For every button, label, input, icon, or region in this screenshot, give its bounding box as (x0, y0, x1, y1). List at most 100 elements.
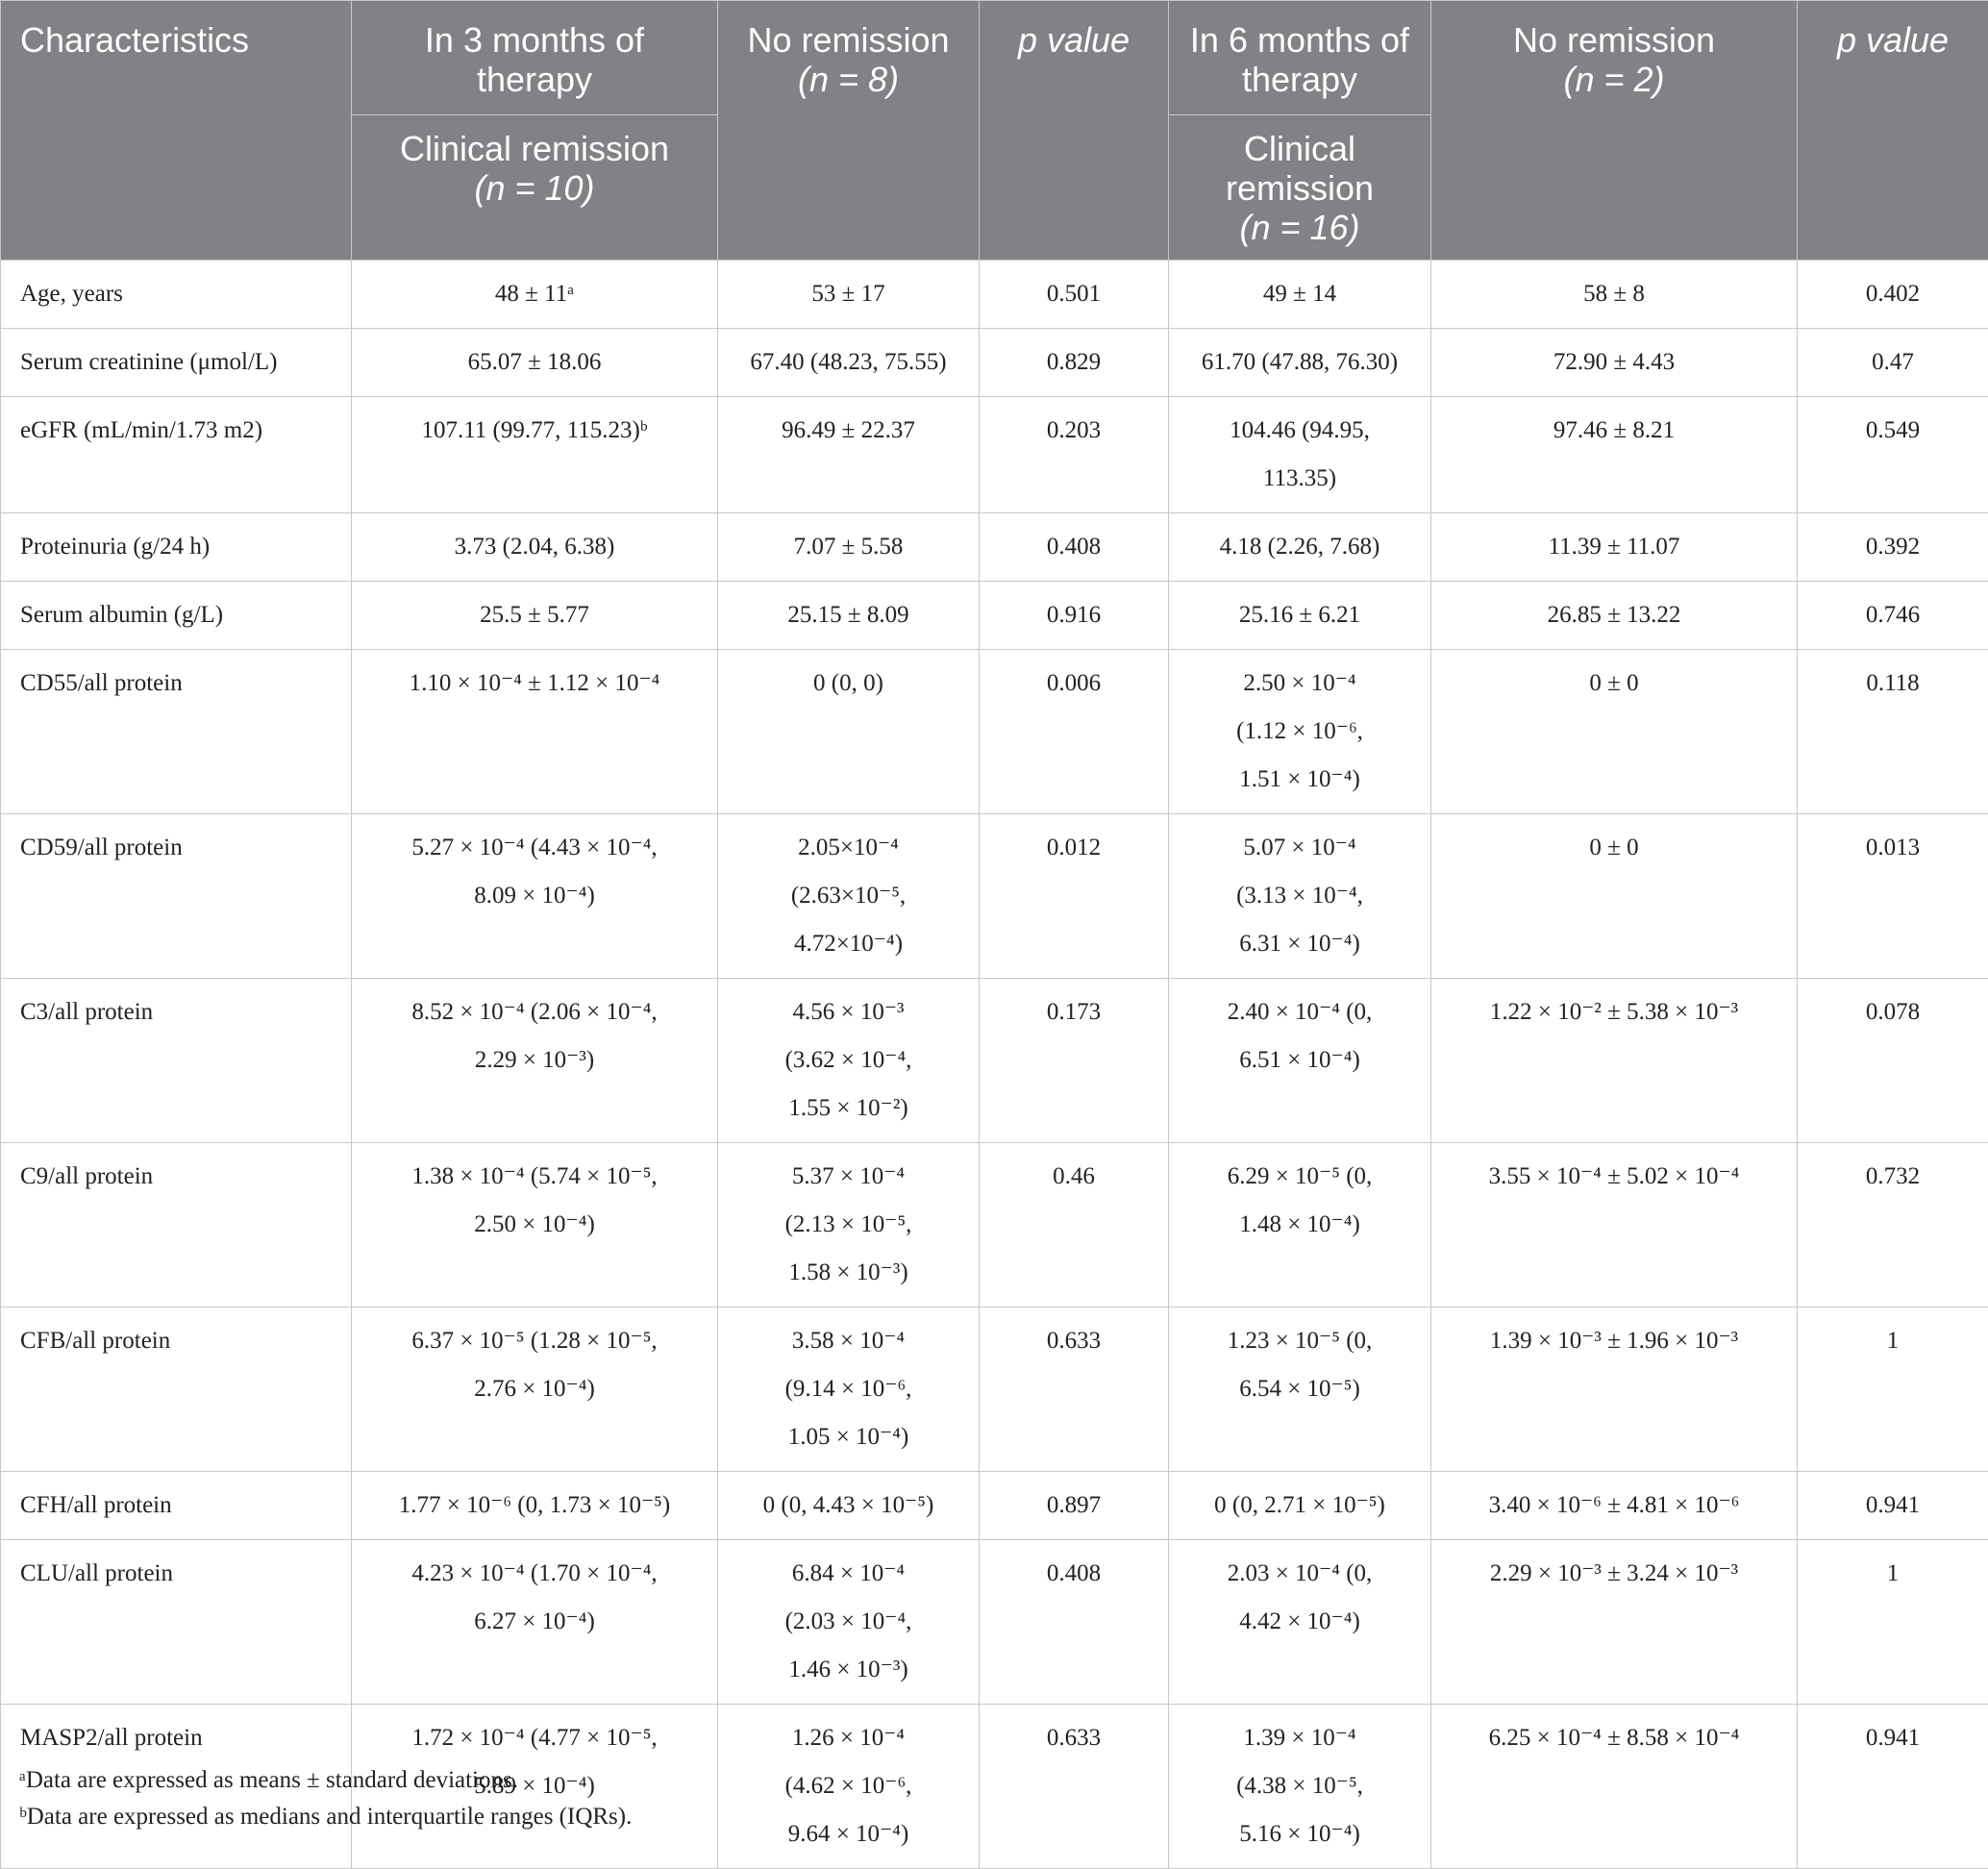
cell-remission-3m-line: 6.27 × 10⁻⁴) (365, 1598, 704, 1646)
cell-remission-6m-line: (3.13 × 10⁻⁴, (1182, 872, 1417, 920)
cell-remission-3m: 25.5 ± 5.77 (352, 582, 718, 650)
cell-remission-6m-line: 104.46 (94.95, (1182, 407, 1417, 455)
cell-no-remission-3m-line: (2.03 × 10⁻⁴, (732, 1598, 965, 1646)
cell-no-remission-6m: 97.46 ± 8.21 (1431, 397, 1798, 513)
cell-p-value-3m: 0.173 (980, 979, 1169, 1143)
cell-p-value-3m: 0.633 (980, 1308, 1169, 1472)
cell-remission-3m-line: 2.76 × 10⁻⁴) (365, 1365, 704, 1413)
cell-no-remission-6m-line: 3.40 × 10⁻⁶ ± 4.81 × 10⁻⁶ (1445, 1482, 1783, 1530)
cell-no-remission-6m: 0 ± 0 (1431, 814, 1798, 979)
cell-characteristic: CD55/all protein (1, 650, 352, 814)
cell-no-remission-3m-line: 0 (0, 4.43 × 10⁻⁵) (732, 1482, 965, 1530)
cell-remission-6m-line: 0 (0, 2.71 × 10⁻⁵) (1182, 1482, 1417, 1530)
cell-remission-6m-line: 6.51 × 10⁻⁴) (1182, 1036, 1417, 1084)
cell-remission-6m-line: 25.16 ± 6.21 (1182, 591, 1417, 639)
cell-p-value-6m: 0.078 (1798, 979, 1988, 1143)
cell-p-value-3m: 0.916 (980, 582, 1169, 650)
cell-no-remission-3m-line: (3.62 × 10⁻⁴, (732, 1036, 965, 1084)
cell-no-remission-6m-line: 58 ± 8 (1445, 270, 1783, 318)
table-row: eGFR (mL/min/1.73 m2)107.11 (99.77, 115.… (1, 397, 1988, 513)
cell-no-remission-6m-line: 2.29 × 10⁻³ ± 3.24 × 10⁻³ (1445, 1550, 1783, 1598)
cell-remission-6m-line: (1.12 × 10⁻⁶, (1182, 708, 1417, 756)
cell-no-remission-3m-line: 25.15 ± 8.09 (732, 591, 965, 639)
cell-no-remission-6m-line: 6.25 × 10⁻⁴ ± 8.58 × 10⁻⁴ (1445, 1714, 1783, 1762)
cell-remission-6m-line: 2.50 × 10⁻⁴ (1182, 660, 1417, 708)
cell-no-remission-6m-line: 72.90 ± 4.43 (1445, 338, 1783, 386)
cell-no-remission-6m-line: 1.22 × 10⁻² ± 5.38 × 10⁻³ (1445, 988, 1783, 1036)
cell-no-remission-6m: 1.39 × 10⁻³ ± 1.96 × 10⁻³ (1431, 1308, 1798, 1472)
cell-characteristic: Serum albumin (g/L) (1, 582, 352, 650)
cell-remission-6m-line: 5.16 × 10⁻⁴) (1182, 1810, 1417, 1858)
cell-remission-6m: 49 ± 14 (1169, 261, 1431, 329)
cell-p-value-6m: 0.746 (1798, 582, 1988, 650)
cell-remission-6m: 4.18 (2.26, 7.68) (1169, 513, 1431, 582)
cell-no-remission-3m-line: 2.05×10⁻⁴ (732, 824, 965, 872)
cell-remission-3m: 1.38 × 10⁻⁴ (5.74 × 10⁻⁵,2.50 × 10⁻⁴) (352, 1143, 718, 1308)
header-characteristics: Characteristics (1, 1, 352, 261)
cell-remission-6m-line: 1.23 × 10⁻⁵ (0, (1182, 1317, 1417, 1365)
cell-remission-3m-line: 2.50 × 10⁻⁴) (365, 1201, 704, 1249)
cell-remission-6m-line: 6.29 × 10⁻⁵ (0, (1182, 1153, 1417, 1201)
table-header: Characteristics In 3 months of therapy N… (1, 1, 1988, 261)
header-p-value-3m: p value (980, 1, 1169, 261)
cell-remission-6m: 25.16 ± 6.21 (1169, 582, 1431, 650)
cell-p-value-3m: 0.897 (980, 1472, 1169, 1540)
cell-remission-3m-line: 4.23 × 10⁻⁴ (1.70 × 10⁻⁴, (365, 1550, 704, 1598)
cell-no-remission-3m: 25.15 ± 8.09 (718, 582, 980, 650)
cell-remission-6m-line: (4.38 × 10⁻⁵, (1182, 1762, 1417, 1810)
header-clinical-remission-6m-label: Clinical remission (1182, 129, 1417, 208)
table-row: CD55/all protein 1.10 × 10⁻⁴ ± 1.12 × 10⁻… (1, 650, 1988, 814)
cell-remission-3m: 3.73 (2.04, 6.38) (352, 513, 718, 582)
header-3-months-period: In 3 months of therapy (352, 1, 718, 115)
cell-remission-3m: 5.27 × 10⁻⁴ (4.43 × 10⁻⁴,8.09 × 10⁻⁴) (352, 814, 718, 979)
cell-remission-3m-line: 6.37 × 10⁻⁵ (1.28 × 10⁻⁵, (365, 1317, 704, 1365)
cell-remission-3m-line: 8.09 × 10⁻⁴) (365, 872, 704, 920)
cell-remission-3m: 1.77 × 10⁻⁶ (0, 1.73 × 10⁻⁵) (352, 1472, 718, 1540)
cell-p-value-6m: 0.941 (1798, 1472, 1988, 1540)
cell-remission-3m: 1.10 × 10⁻⁴ ± 1.12 × 10⁻⁴ (352, 650, 718, 814)
cell-p-value-3m: 0.012 (980, 814, 1169, 979)
cell-remission-3m-line: 5.27 × 10⁻⁴ (4.43 × 10⁻⁴, (365, 824, 704, 872)
cell-remission-3m-line: 65.07 ± 18.06 (365, 338, 704, 386)
cell-no-remission-3m: 0 (0, 0) (718, 650, 980, 814)
cell-no-remission-6m: 58 ± 8 (1431, 261, 1798, 329)
cell-remission-3m-line: 8.52 × 10⁻⁴ (2.06 × 10⁻⁴, (365, 988, 704, 1036)
cell-remission-6m-line: 2.03 × 10⁻⁴ (0, (1182, 1550, 1417, 1598)
cell-no-remission-3m: 2.05×10⁻⁴(2.63×10⁻⁵,4.72×10⁻⁴) (718, 814, 980, 979)
cell-no-remission-3m: 67.40 (48.23, 75.55) (718, 329, 980, 397)
header-p-value-6m: p value (1798, 1, 1988, 261)
cell-remission-3m-line: 1.10 × 10⁻⁴ ± 1.12 × 10⁻⁴ (365, 660, 704, 708)
cell-remission-6m: 6.29 × 10⁻⁵ (0,1.48 × 10⁻⁴) (1169, 1143, 1431, 1308)
cell-remission-6m-line: 2.40 × 10⁻⁴ (0, (1182, 988, 1417, 1036)
cell-no-remission-6m: 0 ± 0 (1431, 650, 1798, 814)
cell-no-remission-3m-line: 4.72×10⁻⁴) (732, 920, 965, 968)
cell-no-remission-3m-line: 53 ± 17 (732, 270, 965, 318)
cell-remission-6m-line: 5.07 × 10⁻⁴ (1182, 824, 1417, 872)
cell-no-remission-6m-line: 11.39 ± 11.07 (1445, 523, 1783, 571)
cell-no-remission-3m-line: 4.56 × 10⁻³ (732, 988, 965, 1036)
cell-p-value-6m: 1 (1798, 1308, 1988, 1472)
cell-no-remission-3m-line: 1.05 × 10⁻⁴) (732, 1413, 965, 1461)
cell-remission-6m: 104.46 (94.95,113.35) (1169, 397, 1431, 513)
cell-remission-3m: 4.23 × 10⁻⁴ (1.70 × 10⁻⁴,6.27 × 10⁻⁴) (352, 1540, 718, 1705)
cell-no-remission-3m-line: 9.64 × 10⁻⁴) (732, 1810, 965, 1858)
cell-p-value-6m: 0.732 (1798, 1143, 1988, 1308)
cell-remission-6m: 2.50 × 10⁻⁴(1.12 × 10⁻⁶,1.51 × 10⁻⁴) (1169, 650, 1431, 814)
cell-no-remission-3m: 7.07 ± 5.58 (718, 513, 980, 582)
cell-characteristic: CFB/all protein (1, 1308, 352, 1472)
cell-no-remission-3m: 6.84 × 10⁻⁴(2.03 × 10⁻⁴,1.46 × 10⁻³) (718, 1540, 980, 1705)
cell-no-remission-6m: 26.85 ± 13.22 (1431, 582, 1798, 650)
cell-no-remission-6m: 3.55 × 10⁻⁴ ± 5.02 × 10⁻⁴ (1431, 1143, 1798, 1308)
cell-characteristic: CFH/all protein (1, 1472, 352, 1540)
cell-p-value-3m: 0.46 (980, 1143, 1169, 1308)
cell-no-remission-3m-line: 1.46 × 10⁻³) (732, 1646, 965, 1694)
cell-no-remission-3m-line: 3.58 × 10⁻⁴ (732, 1317, 965, 1365)
cell-remission-6m: 5.07 × 10⁻⁴(3.13 × 10⁻⁴,6.31 × 10⁻⁴) (1169, 814, 1431, 979)
cell-remission-6m-line: 1.51 × 10⁻⁴) (1182, 756, 1417, 804)
header-no-remission-3m-label: No remission (732, 20, 965, 60)
